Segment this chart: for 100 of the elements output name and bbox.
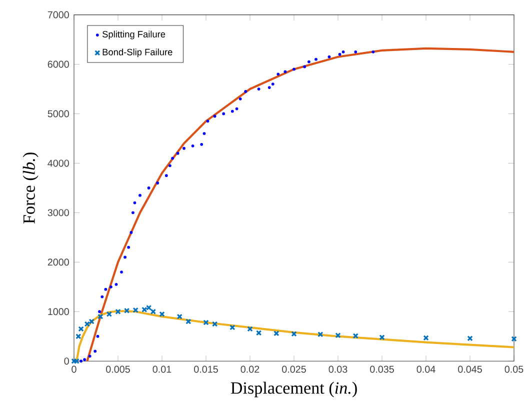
point bbox=[83, 358, 86, 361]
point bbox=[276, 72, 280, 76]
point bbox=[423, 334, 429, 340]
point bbox=[352, 332, 358, 338]
point bbox=[338, 52, 342, 56]
y-tick-label: 6000 bbox=[48, 60, 69, 68]
x-tick-label: 0.005 bbox=[106, 366, 130, 373]
point bbox=[318, 331, 324, 337]
point bbox=[335, 332, 341, 338]
point bbox=[114, 282, 118, 286]
point bbox=[127, 246, 130, 249]
point bbox=[176, 152, 180, 155]
point bbox=[146, 304, 152, 310]
point bbox=[94, 350, 97, 352]
point bbox=[84, 320, 90, 327]
point bbox=[88, 354, 92, 358]
point bbox=[342, 50, 345, 54]
point bbox=[132, 211, 134, 214]
point bbox=[147, 186, 150, 190]
point bbox=[191, 144, 194, 148]
y-axis-title: Force (lb.) bbox=[22, 152, 38, 224]
point bbox=[133, 201, 136, 204]
x-tick-label: 0 bbox=[72, 366, 76, 373]
point bbox=[100, 295, 104, 298]
point bbox=[130, 230, 133, 234]
point bbox=[106, 311, 112, 317]
x-axis-title: Displacement (in.) bbox=[230, 382, 357, 398]
point bbox=[200, 142, 204, 146]
point bbox=[271, 82, 274, 86]
point bbox=[230, 110, 234, 112]
x-tick-label: 0.045 bbox=[458, 366, 482, 373]
point bbox=[110, 285, 112, 288]
legend-label: Splitting Failure bbox=[102, 30, 166, 40]
y-tick-label: 1000 bbox=[48, 308, 69, 315]
point bbox=[247, 326, 253, 332]
y-tick-label: 5000 bbox=[48, 110, 69, 118]
point bbox=[104, 288, 108, 291]
line-series bbox=[86, 47, 514, 361]
x-tick-label: 0.01 bbox=[152, 366, 172, 373]
point bbox=[71, 358, 77, 364]
point bbox=[284, 70, 287, 73]
point bbox=[138, 194, 142, 197]
y-tick-label: 4000 bbox=[48, 160, 69, 166]
x-tick-label: 0.035 bbox=[370, 366, 394, 373]
point bbox=[467, 335, 473, 341]
y-tick-label: 3000 bbox=[48, 208, 69, 216]
point bbox=[74, 358, 80, 364]
point bbox=[314, 58, 318, 61]
point bbox=[203, 319, 209, 326]
point bbox=[171, 156, 174, 160]
point bbox=[328, 55, 331, 58]
x-tick-label: 0.04 bbox=[416, 366, 436, 373]
point bbox=[372, 50, 375, 54]
point bbox=[303, 65, 306, 68]
legend-label: Bond-Slip Failure bbox=[102, 48, 172, 57]
point bbox=[124, 308, 130, 314]
point bbox=[80, 359, 82, 362]
point bbox=[96, 334, 100, 338]
point bbox=[244, 90, 248, 93]
point bbox=[150, 308, 156, 314]
point bbox=[76, 333, 82, 339]
point bbox=[120, 270, 123, 274]
point bbox=[354, 50, 358, 54]
point bbox=[168, 164, 172, 167]
point bbox=[235, 107, 238, 110]
point bbox=[291, 330, 297, 337]
x-tick-label: 0.02 bbox=[240, 366, 260, 373]
x-tick-label: 0.015 bbox=[194, 366, 218, 373]
y-tick-label: 2000 bbox=[48, 258, 69, 266]
y-tick-label: 7000 bbox=[48, 11, 69, 18]
point bbox=[176, 314, 182, 320]
point bbox=[213, 114, 216, 118]
point bbox=[115, 308, 121, 314]
point bbox=[238, 97, 242, 100]
point bbox=[268, 86, 271, 89]
point bbox=[186, 318, 192, 324]
point bbox=[292, 68, 296, 70]
point bbox=[164, 174, 168, 177]
point bbox=[206, 119, 210, 122]
point bbox=[159, 311, 165, 317]
point bbox=[222, 112, 226, 115]
point bbox=[379, 334, 385, 340]
y-tick-label: 0 bbox=[64, 357, 69, 364]
point bbox=[212, 320, 218, 327]
x-tick-label: 0.03 bbox=[328, 366, 348, 373]
point bbox=[511, 336, 517, 342]
point bbox=[78, 326, 84, 332]
x-tick-label: 0.05 bbox=[504, 366, 524, 373]
point bbox=[132, 307, 138, 313]
point bbox=[156, 181, 160, 184]
point bbox=[274, 330, 280, 336]
point bbox=[182, 146, 186, 150]
x-tick-label: 0.025 bbox=[282, 366, 306, 373]
point bbox=[230, 324, 236, 330]
point bbox=[257, 87, 260, 90]
point bbox=[98, 314, 104, 320]
point bbox=[256, 330, 262, 336]
point bbox=[308, 60, 310, 64]
point bbox=[202, 132, 206, 135]
point bbox=[98, 310, 101, 313]
